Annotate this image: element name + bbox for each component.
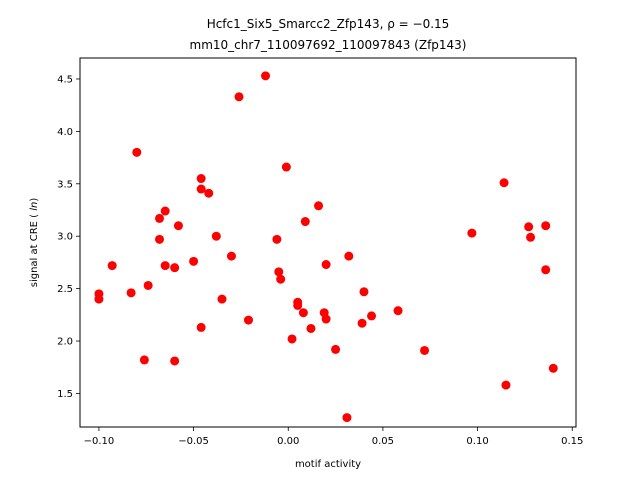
y-axis: 1.5 2.0 2.5 3.0 3.5 4.0 4.5 bbox=[57, 74, 80, 400]
data-point bbox=[155, 234, 165, 244]
data-point bbox=[321, 314, 331, 324]
data-point bbox=[321, 260, 331, 270]
data-point bbox=[155, 213, 165, 223]
y-tick-label: 3.0 bbox=[57, 232, 73, 243]
data-point bbox=[226, 251, 236, 261]
data-point bbox=[306, 323, 316, 333]
data-point bbox=[132, 147, 142, 157]
data-point bbox=[298, 308, 308, 318]
data-point bbox=[189, 256, 199, 266]
data-point bbox=[499, 178, 509, 188]
y-tick-label: 2.0 bbox=[57, 337, 73, 348]
data-point bbox=[541, 265, 551, 275]
data-point bbox=[160, 261, 170, 271]
data-point bbox=[524, 222, 534, 232]
x-axis-label: motif activity bbox=[295, 459, 361, 470]
data-point bbox=[143, 280, 153, 290]
data-point bbox=[501, 380, 511, 390]
data-point bbox=[272, 234, 282, 244]
data-point bbox=[293, 300, 303, 310]
data-point bbox=[276, 274, 286, 284]
data-point bbox=[548, 363, 558, 373]
data-point bbox=[281, 162, 291, 172]
data-point bbox=[359, 287, 369, 297]
data-point bbox=[287, 334, 297, 344]
chart-title-line-2: mm10_chr7_110097692_110097843 (Zfp143) bbox=[190, 38, 467, 52]
data-point bbox=[170, 356, 180, 366]
x-tick-label: −0.10 bbox=[84, 436, 115, 447]
data-point bbox=[196, 184, 206, 194]
data-point bbox=[367, 311, 377, 321]
data-points bbox=[94, 71, 558, 423]
data-point bbox=[342, 413, 352, 423]
plot-frame bbox=[79, 57, 577, 428]
data-point bbox=[94, 294, 104, 304]
y-axis-label-text: signal at CRE ( bbox=[29, 214, 40, 287]
data-point bbox=[196, 322, 206, 332]
data-point bbox=[170, 263, 180, 273]
y-tick-label: 2.5 bbox=[57, 284, 73, 295]
y-axis-label: signal at CRE ( ln) bbox=[29, 198, 40, 288]
data-point bbox=[196, 174, 206, 184]
data-point bbox=[160, 206, 170, 216]
data-point bbox=[357, 318, 367, 328]
data-point bbox=[467, 228, 477, 238]
y-tick-label: 4.5 bbox=[57, 74, 73, 85]
data-point bbox=[274, 267, 284, 277]
x-tick-label: 0.10 bbox=[466, 436, 488, 447]
x-tick-label: 0.15 bbox=[561, 436, 583, 447]
data-point bbox=[541, 221, 551, 231]
data-point bbox=[126, 288, 136, 298]
data-point bbox=[243, 315, 253, 325]
data-point bbox=[234, 92, 244, 102]
data-point bbox=[314, 201, 324, 211]
data-point bbox=[393, 306, 403, 316]
y-axis-label-tail: ) bbox=[29, 198, 40, 202]
data-point bbox=[331, 344, 341, 354]
y-tick-label: 3.5 bbox=[57, 179, 73, 190]
data-point bbox=[526, 232, 536, 242]
y-tick-label: 4.0 bbox=[57, 127, 73, 138]
data-point bbox=[300, 217, 310, 227]
x-tick-label: 0.05 bbox=[372, 436, 394, 447]
chart-title-line-1: Hcfc1_Six5_Smarcc2_Zfp143, ρ = −0.15 bbox=[207, 17, 450, 31]
plot-area bbox=[80, 58, 576, 427]
y-axis-label-italic: ln bbox=[29, 202, 40, 211]
data-point bbox=[173, 221, 183, 231]
data-point bbox=[261, 71, 271, 81]
data-point bbox=[107, 261, 117, 271]
data-point bbox=[217, 294, 227, 304]
x-tick-label: 0.00 bbox=[277, 436, 299, 447]
data-point bbox=[204, 188, 214, 198]
data-point bbox=[344, 251, 354, 261]
data-point bbox=[211, 231, 221, 241]
data-point bbox=[139, 355, 149, 365]
x-axis: −0.10 −0.05 0.00 0.05 0.10 0.15 bbox=[84, 427, 583, 447]
x-tick-label: −0.05 bbox=[178, 436, 209, 447]
y-tick-label: 1.5 bbox=[57, 389, 73, 400]
data-point bbox=[420, 345, 430, 355]
